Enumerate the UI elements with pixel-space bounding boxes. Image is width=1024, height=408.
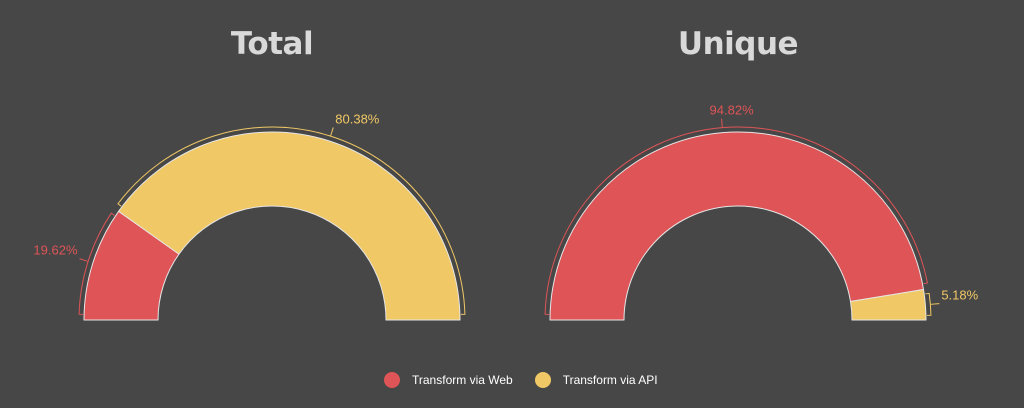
total-leader-web	[79, 258, 89, 262]
unique-label-web: 94.82%	[710, 103, 755, 118]
legend-item-api[interactable]: Transform via API	[534, 372, 658, 388]
unique-label-api: 5.18%	[941, 288, 978, 303]
total-leader-api	[330, 127, 334, 137]
total-label-api: 80.38%	[335, 112, 380, 127]
legend-swatch-web	[384, 372, 400, 388]
legend-label-web: Transform via Web	[412, 373, 513, 387]
total-label-web: 19.62%	[33, 243, 78, 258]
unique-bracket-web	[544, 126, 929, 315]
legend-item-web[interactable]: Transform via Web	[384, 372, 513, 388]
unique-leader-api	[930, 303, 940, 305]
legend: Transform via Web Transform via API	[384, 372, 680, 388]
chart-title-total: Total	[230, 26, 314, 62]
total-bracket-api	[117, 126, 466, 315]
unique-slice-web[interactable]	[549, 131, 925, 321]
legend-swatch-api	[534, 372, 551, 388]
unique-slice-api[interactable]	[849, 289, 927, 321]
unique-leader-web	[721, 118, 723, 128]
chart-title-unique: Unique	[677, 26, 799, 62]
total-slice-api[interactable]	[118, 131, 461, 321]
legend-label-api: Transform via API	[562, 373, 658, 387]
